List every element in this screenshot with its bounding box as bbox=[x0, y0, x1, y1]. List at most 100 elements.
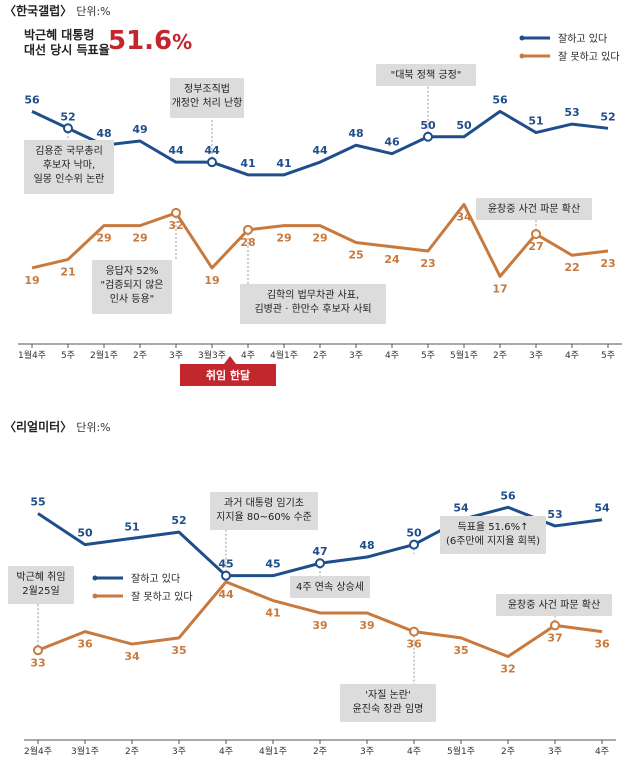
x-tick-label: 2월1주 bbox=[90, 349, 118, 361]
annotation-box bbox=[24, 140, 114, 194]
x-tick-label: 2주 bbox=[313, 350, 327, 361]
x-tick-label: 5월1주 bbox=[450, 349, 478, 361]
annotation: 박근혜 취임 2월25일 bbox=[8, 566, 74, 604]
data-label: 23 bbox=[420, 257, 435, 270]
annotation-box bbox=[92, 260, 172, 314]
data-label: 48 bbox=[96, 127, 111, 140]
data-point bbox=[63, 123, 73, 134]
legend-dot-0 bbox=[92, 575, 98, 581]
data-label: 56 bbox=[492, 93, 508, 106]
data-label: 36 bbox=[594, 638, 610, 651]
x-tick-label: 3주 bbox=[548, 746, 562, 757]
data-label: 52 bbox=[60, 110, 75, 123]
data-label: 25 bbox=[348, 249, 363, 262]
data-label: 51 bbox=[528, 115, 543, 128]
chart2-unit-label: 단위:% bbox=[76, 421, 111, 434]
data-label: 35 bbox=[171, 644, 186, 657]
x-tick-label: 3월1주 bbox=[71, 745, 99, 757]
annotation-box bbox=[290, 576, 370, 598]
chart1-headline: 박근혜 대통령 대선 당시 득표율 bbox=[24, 28, 110, 57]
series-line-0 bbox=[31, 109, 609, 177]
data-label: 44 bbox=[204, 144, 220, 157]
x-tick-label: 4주 bbox=[241, 350, 255, 361]
x-tick-label: 5주 bbox=[601, 350, 615, 361]
chart1-headline-value: 51.6% bbox=[108, 26, 193, 56]
data-label: 29 bbox=[276, 232, 291, 245]
data-label: 27 bbox=[528, 240, 543, 253]
data-label: 56 bbox=[24, 93, 40, 106]
data-label: 28 bbox=[240, 236, 255, 249]
series-line-1 bbox=[37, 580, 603, 658]
data-label: 50 bbox=[456, 119, 472, 132]
tag-pointer bbox=[224, 356, 236, 364]
annotation-box bbox=[340, 684, 436, 722]
data-label: 41 bbox=[265, 607, 280, 620]
data-label: 50 bbox=[420, 119, 436, 132]
annotation-text: 정부조직법 bbox=[184, 83, 230, 95]
x-tick-label: 4월1주 bbox=[270, 349, 298, 361]
x-tick-label: 2주 bbox=[133, 350, 147, 361]
data-label: 32 bbox=[500, 662, 515, 675]
data-label: 53 bbox=[547, 508, 562, 521]
annotation-text: 4주 연속 상승세 bbox=[296, 581, 364, 593]
x-tick-label: 2주 bbox=[501, 746, 515, 757]
annotation: 윤창중 사건 파문 확산 bbox=[476, 198, 592, 220]
chart1-svg: 1월4주 5주 2월1주 2주 3주 3월3주 4주 4월1주 2주 3주 4주 5주 5월1주 2주 3주… bbox=[18, 32, 622, 386]
legend-label-0: 잘하고 있다 bbox=[131, 572, 180, 585]
x-tick-label: 2주 bbox=[125, 746, 139, 757]
annotation-text: 김병관 · 한만수 후보자 사퇴 bbox=[254, 303, 371, 315]
chart1-unit-label: 단위:% bbox=[76, 5, 111, 18]
data-label: 53 bbox=[564, 106, 579, 119]
annotation-text: 득표율 51.6%↑ bbox=[458, 521, 529, 533]
x-tick-label: 5주 bbox=[421, 350, 435, 361]
data-point bbox=[550, 620, 560, 631]
annotation-text: 윤창중 사건 파문 확산 bbox=[488, 203, 580, 215]
data-point bbox=[409, 626, 419, 637]
annotation-text: "대북 정책 긍정" bbox=[391, 69, 462, 81]
annotation-box bbox=[240, 284, 386, 324]
annotation-box bbox=[440, 516, 546, 554]
annotation-text: 김용준 국무총리 bbox=[35, 145, 103, 157]
data-label: 49 bbox=[132, 123, 147, 136]
data-label: 56 bbox=[500, 489, 516, 502]
data-label: 21 bbox=[60, 265, 75, 278]
annotation-box bbox=[476, 198, 592, 220]
legend-label-1: 잘 못하고 있다 bbox=[131, 590, 193, 603]
data-point bbox=[33, 645, 43, 656]
data-point bbox=[315, 558, 325, 569]
legend-label-1: 잘 못하고 있다 bbox=[558, 50, 620, 63]
data-label: 39 bbox=[312, 619, 327, 632]
annotation: 윤창중 사건 파문 확산 bbox=[496, 594, 612, 616]
x-tick-label: 4월1주 bbox=[259, 745, 287, 757]
annotation-box bbox=[170, 78, 244, 118]
annotation: '자질 논란'윤진숙 장관 임명 bbox=[340, 684, 436, 722]
legend-dot-1 bbox=[92, 593, 98, 599]
annotation-text: 응답자 52% bbox=[105, 265, 158, 277]
x-tick-label: 3주 bbox=[360, 746, 374, 757]
x-tick-label: 3월3주 bbox=[198, 349, 226, 361]
annotation-text: 윤진숙 장관 임명 bbox=[353, 702, 424, 715]
data-label: 45 bbox=[265, 558, 280, 571]
x-tick-label: 2월4주 bbox=[24, 745, 52, 757]
annotation-text: (6주만에 지지율 회복) bbox=[446, 535, 540, 547]
data-point bbox=[531, 229, 541, 240]
data-label: 19 bbox=[204, 274, 219, 287]
chart1-title: 〈한국갤럽〉 단위:% bbox=[4, 4, 111, 18]
annotation-text: 후보자 낙마, bbox=[43, 159, 95, 171]
tag-box bbox=[180, 364, 276, 386]
data-label: 54 bbox=[453, 502, 469, 515]
data-label: 17 bbox=[492, 282, 507, 295]
annotation-box bbox=[210, 492, 318, 530]
legend-label-0: 잘하고 있다 bbox=[558, 32, 607, 45]
data-label: 48 bbox=[359, 539, 374, 552]
x-tick-label: 4주 bbox=[407, 746, 421, 757]
x-tick-label: 5주 bbox=[61, 350, 75, 361]
data-label: 33 bbox=[30, 656, 45, 669]
data-label: 34 bbox=[456, 210, 472, 223]
x-tick-label: 3주 bbox=[169, 350, 183, 361]
x-tick-label: 3주 bbox=[349, 350, 363, 361]
x-tick-label: 4주 bbox=[385, 350, 399, 361]
